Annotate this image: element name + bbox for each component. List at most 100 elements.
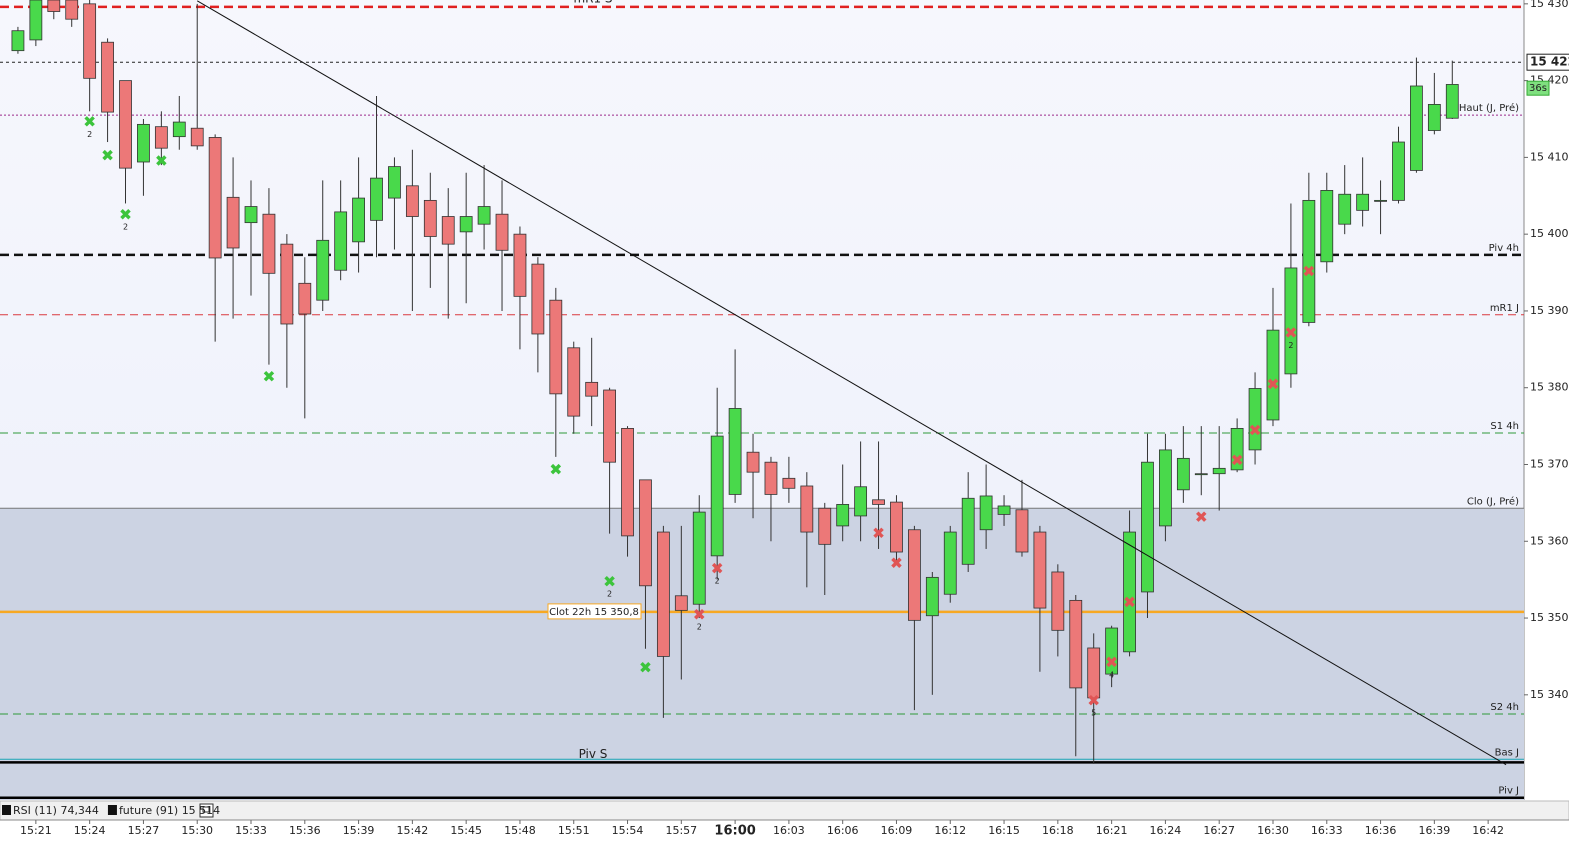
- signal: [1249, 424, 1261, 436]
- indicator-swatch: [2, 805, 11, 815]
- candle-body: [1356, 193, 1370, 211]
- level-label: Clot 22h 15 350,8: [549, 607, 639, 618]
- candle-body: [298, 282, 312, 315]
- candle-body: [692, 511, 706, 605]
- y-tick-label: 15 350: [1530, 611, 1569, 624]
- candle-body: [567, 347, 581, 417]
- candle-body: [316, 239, 330, 301]
- signal: [1231, 454, 1243, 466]
- signal: [1196, 511, 1207, 522]
- candle-body: [495, 213, 509, 251]
- candle-body: [441, 216, 455, 245]
- candle-body: [262, 213, 276, 274]
- candle-body: [280, 243, 294, 325]
- candle-body: [1176, 457, 1190, 491]
- candle-body: [746, 451, 760, 473]
- x-tick-label: 15:33: [235, 824, 267, 837]
- x-tick-label: 15:48: [504, 824, 536, 837]
- y-axis-background: [1524, 0, 1569, 800]
- x-tick-label: 16:30: [1257, 824, 1289, 837]
- signal: [640, 661, 651, 673]
- candle-body: [656, 531, 670, 657]
- indicator-swatch: [107, 805, 117, 815]
- signal: [891, 557, 902, 569]
- x-tick-label: 16:27: [1203, 824, 1235, 837]
- candle-body: [710, 435, 724, 557]
- signal-stroke: [1196, 511, 1207, 522]
- candle-body: [119, 80, 132, 169]
- candle-body: [728, 408, 742, 495]
- candle-body: [388, 166, 401, 199]
- signal-stroke: [1231, 454, 1243, 466]
- candle-body: [1445, 84, 1459, 119]
- shaded-zone: [0, 508, 1524, 800]
- candle-body: [603, 389, 616, 463]
- x-tick-label: 16:42: [1472, 824, 1504, 837]
- candle-body: [226, 196, 240, 249]
- signal-stroke: [1285, 327, 1297, 338]
- signal-stroke: [1249, 424, 1261, 436]
- candle-body: [585, 381, 599, 397]
- candle-body: [1105, 627, 1119, 675]
- signal-stroke: [84, 116, 95, 127]
- candle-body: [1159, 449, 1172, 527]
- signal-stroke: [711, 562, 723, 574]
- candle-body: [1374, 199, 1387, 202]
- x-tick-label: 15:57: [665, 824, 697, 837]
- y-tick-label: 15 390: [1530, 304, 1569, 317]
- x-tick-label: 15:39: [343, 824, 375, 837]
- last-price-label: 15 422: [1530, 55, 1569, 69]
- candle-body: [513, 233, 527, 297]
- signal-stroke: [120, 208, 131, 220]
- level-label: Piv S: [579, 747, 608, 761]
- candle-body: [621, 428, 634, 537]
- x-tick-label: 16:39: [1419, 824, 1451, 837]
- candle-body: [244, 206, 258, 224]
- candle-body: [782, 477, 796, 489]
- candle-body: [423, 199, 437, 237]
- signal-stroke: [1124, 596, 1135, 608]
- signal: [1267, 378, 1279, 390]
- candle-body: [1410, 85, 1423, 171]
- level-label: Piv J: [1498, 786, 1519, 797]
- candle-body: [47, 0, 61, 12]
- candle-body: [943, 531, 957, 595]
- x-tick-label: 16:09: [881, 824, 913, 837]
- last-price-box: [1526, 53, 1569, 71]
- candle-body: [764, 461, 778, 495]
- candle-body: [1392, 141, 1405, 201]
- x-tick-label: 16:00: [714, 824, 755, 839]
- candle-body: [674, 595, 688, 611]
- signal: [550, 463, 562, 475]
- candle-body: [925, 576, 939, 617]
- candle-body: [979, 495, 993, 531]
- y-tick-label: 15 360: [1530, 534, 1569, 547]
- candle-body: [477, 206, 491, 225]
- x-tick-label: 16:33: [1311, 824, 1343, 837]
- signal-stroke: [604, 575, 615, 587]
- signal: [102, 149, 113, 161]
- candle-body: [101, 41, 114, 113]
- x-tick-label: 15:30: [181, 824, 213, 837]
- level-label-box: [547, 603, 642, 620]
- signal-stroke: [640, 661, 651, 673]
- timer-label: 36s: [1529, 83, 1547, 94]
- signal-stroke: [1088, 694, 1099, 706]
- x-tick-label: 16:03: [773, 824, 805, 837]
- candle-body: [890, 501, 903, 553]
- level-label: Clo (J, Pré): [1467, 495, 1519, 507]
- signal-stroke: [891, 557, 902, 569]
- signal: [1285, 327, 1297, 338]
- candle-body: [836, 504, 850, 527]
- plot-area: 2 2 2 2 2 5 4 2: [0, 0, 1524, 800]
- candle-body: [872, 499, 885, 505]
- y-tick-label: 15 410: [1530, 150, 1569, 163]
- signal-stroke: [1303, 265, 1315, 277]
- x-tick-label: 15:42: [397, 824, 429, 837]
- candle-body: [818, 507, 832, 545]
- level-label: S2 4h: [1490, 702, 1519, 713]
- candle-body: [531, 263, 545, 335]
- y-tick-label: 15 340: [1530, 688, 1569, 701]
- candle-body: [1230, 428, 1244, 471]
